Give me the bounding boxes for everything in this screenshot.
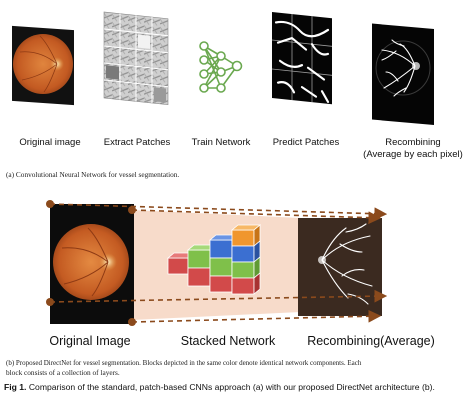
label-recombining-b: Recombining(Average) (307, 334, 435, 348)
label-train-network: Train Network (191, 137, 251, 148)
recombined-vessel-map-a (372, 23, 434, 125)
dashed-arrows (49, 203, 388, 323)
train-network-icon (199, 41, 243, 93)
panel-a-graphics (12, 11, 434, 125)
original-image-a (12, 25, 74, 106)
label-original-image-a: Original image (19, 137, 81, 148)
caption-panel-b-line1: (b) Proposed DirectNet for vessel segmen… (6, 359, 362, 367)
figure-caption-prefix: Fig 1. (4, 382, 27, 392)
label-stacked-network: Stacked Network (180, 334, 276, 348)
label-extract-patches: Extract Patches (103, 137, 171, 148)
stacked-network-blocks (166, 224, 262, 295)
figure-caption-text: Comparison of the standard, patch-based … (26, 382, 435, 392)
label-recombining-a-1: Recombining (385, 137, 441, 148)
predict-patches-stack (272, 12, 332, 105)
original-image-b (50, 204, 134, 324)
caption-panel-a: (a) Convolutional Neural Network for ves… (6, 170, 180, 179)
figure-caption: Fig 1. Comparison of the standard, patch… (4, 382, 474, 393)
corner-dots (46, 200, 136, 326)
caption-panel-b-line2: block consists of a collection of layers… (6, 368, 120, 377)
extract-patches-stack (103, 11, 169, 106)
label-original-image-b: Original Image (49, 334, 131, 348)
label-recombining-a-2: (Average by each pixel) (363, 149, 463, 160)
panel-b-graphics (46, 200, 388, 326)
recombined-vessel-map-b (298, 218, 382, 316)
label-predict-patches: Predict Patches (272, 137, 340, 148)
